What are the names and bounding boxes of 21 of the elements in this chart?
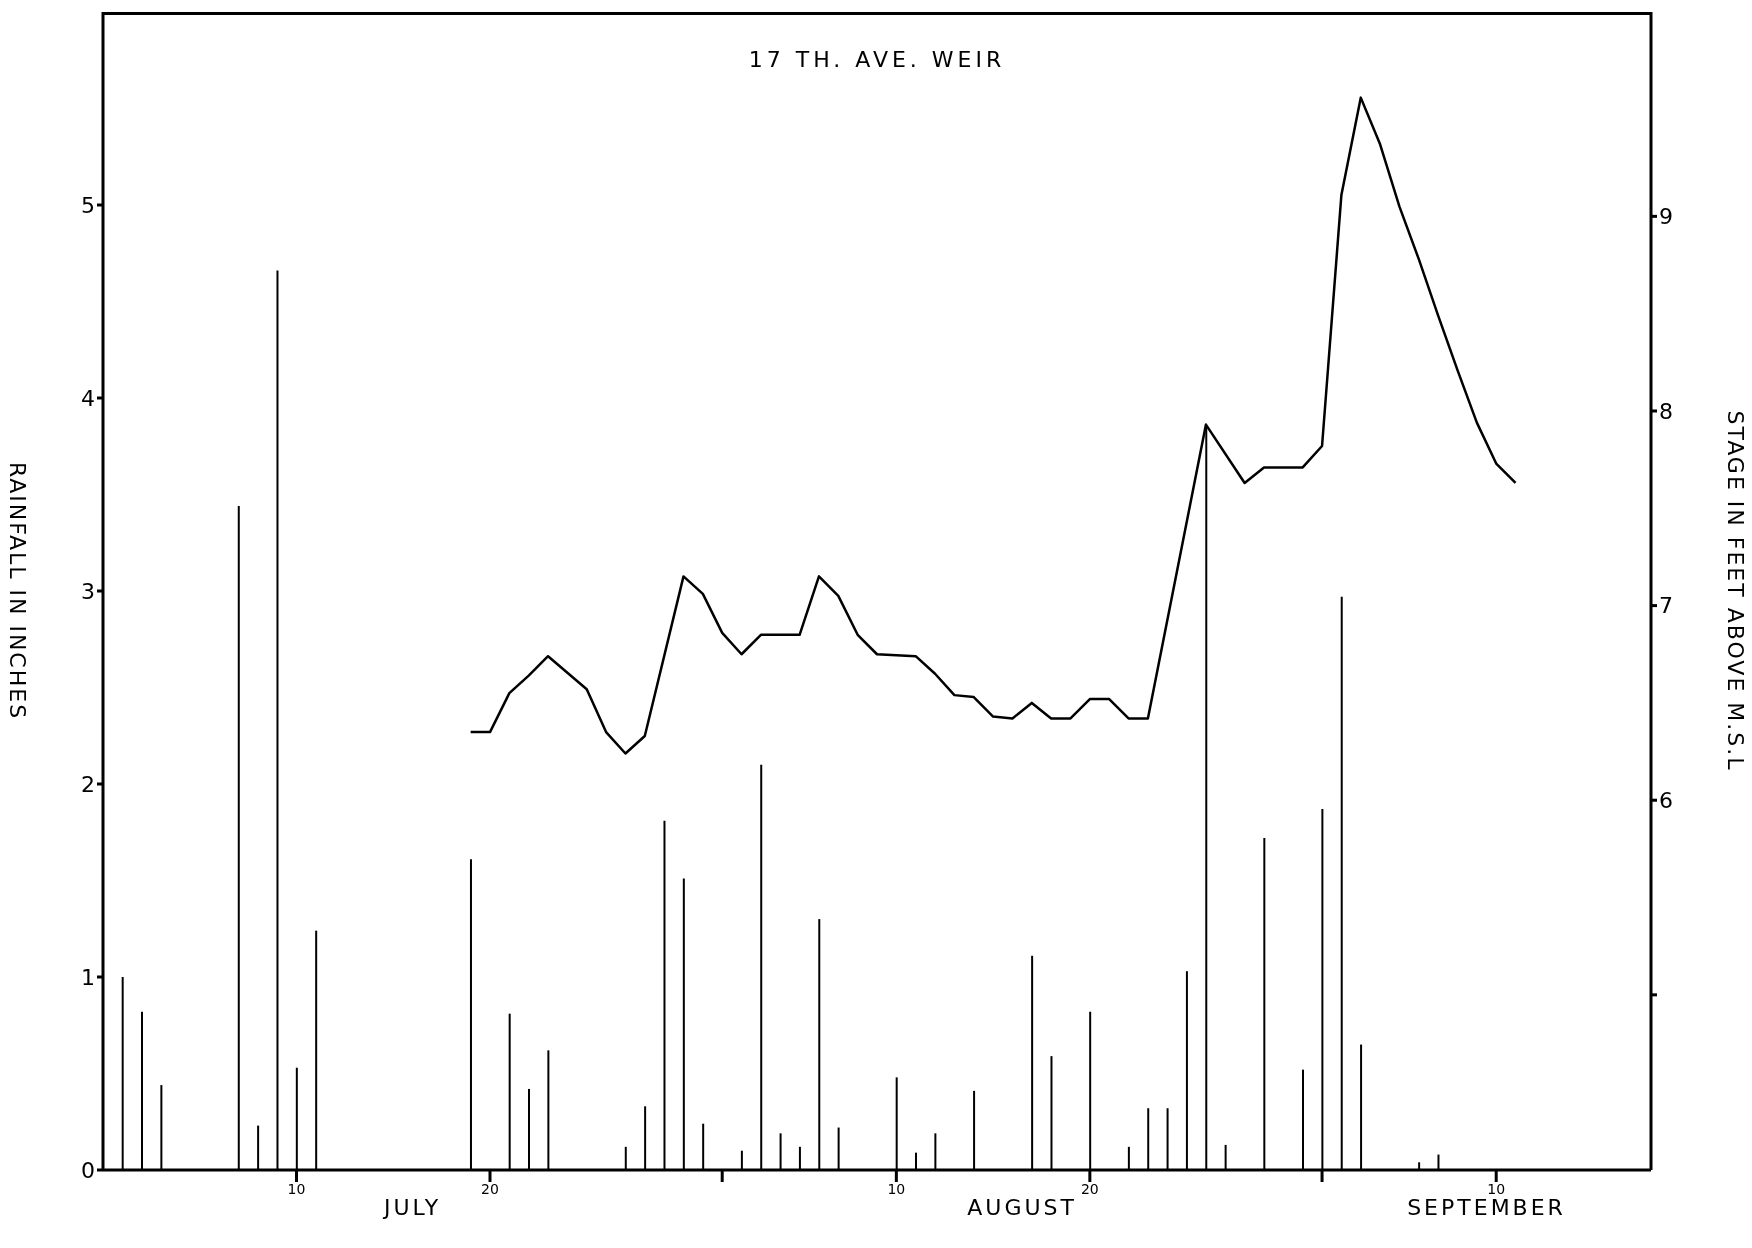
text: SEPTEMBER — [1407, 1195, 1566, 1220]
y-tick-label: 3 — [81, 578, 95, 604]
text: 17 TH. AVE. WEIR — [748, 47, 1006, 72]
y-tick-label: 0 — [81, 1157, 95, 1183]
y2-tick-label: 6 — [1659, 788, 1673, 814]
x-tick-label: 20 — [1080, 1180, 1099, 1197]
x-tick-label: 10 — [1487, 1180, 1506, 1197]
y-tick-label: 4 — [81, 385, 95, 411]
text: JULY — [381, 1195, 442, 1220]
y2-tick-label: 7 — [1659, 593, 1673, 619]
x-tick-label: 10 — [287, 1180, 306, 1197]
y2-tick-label: 8 — [1659, 398, 1673, 424]
y2-tick-label: 9 — [1659, 204, 1673, 230]
y-tick-label: 2 — [81, 771, 95, 797]
x-tick-label: 20 — [481, 1180, 499, 1197]
x-tick-label: 10 — [887, 1180, 906, 1197]
text: AUGUST — [967, 1195, 1077, 1220]
y-axis-title: RAINFALL IN INCHES — [5, 461, 31, 721]
y-tick-label: 5 — [81, 192, 95, 218]
y-tick-label: 1 — [81, 964, 95, 990]
y2-axis-title: STAGE IN FEET ABOVE M.S.L — [1723, 410, 1749, 772]
